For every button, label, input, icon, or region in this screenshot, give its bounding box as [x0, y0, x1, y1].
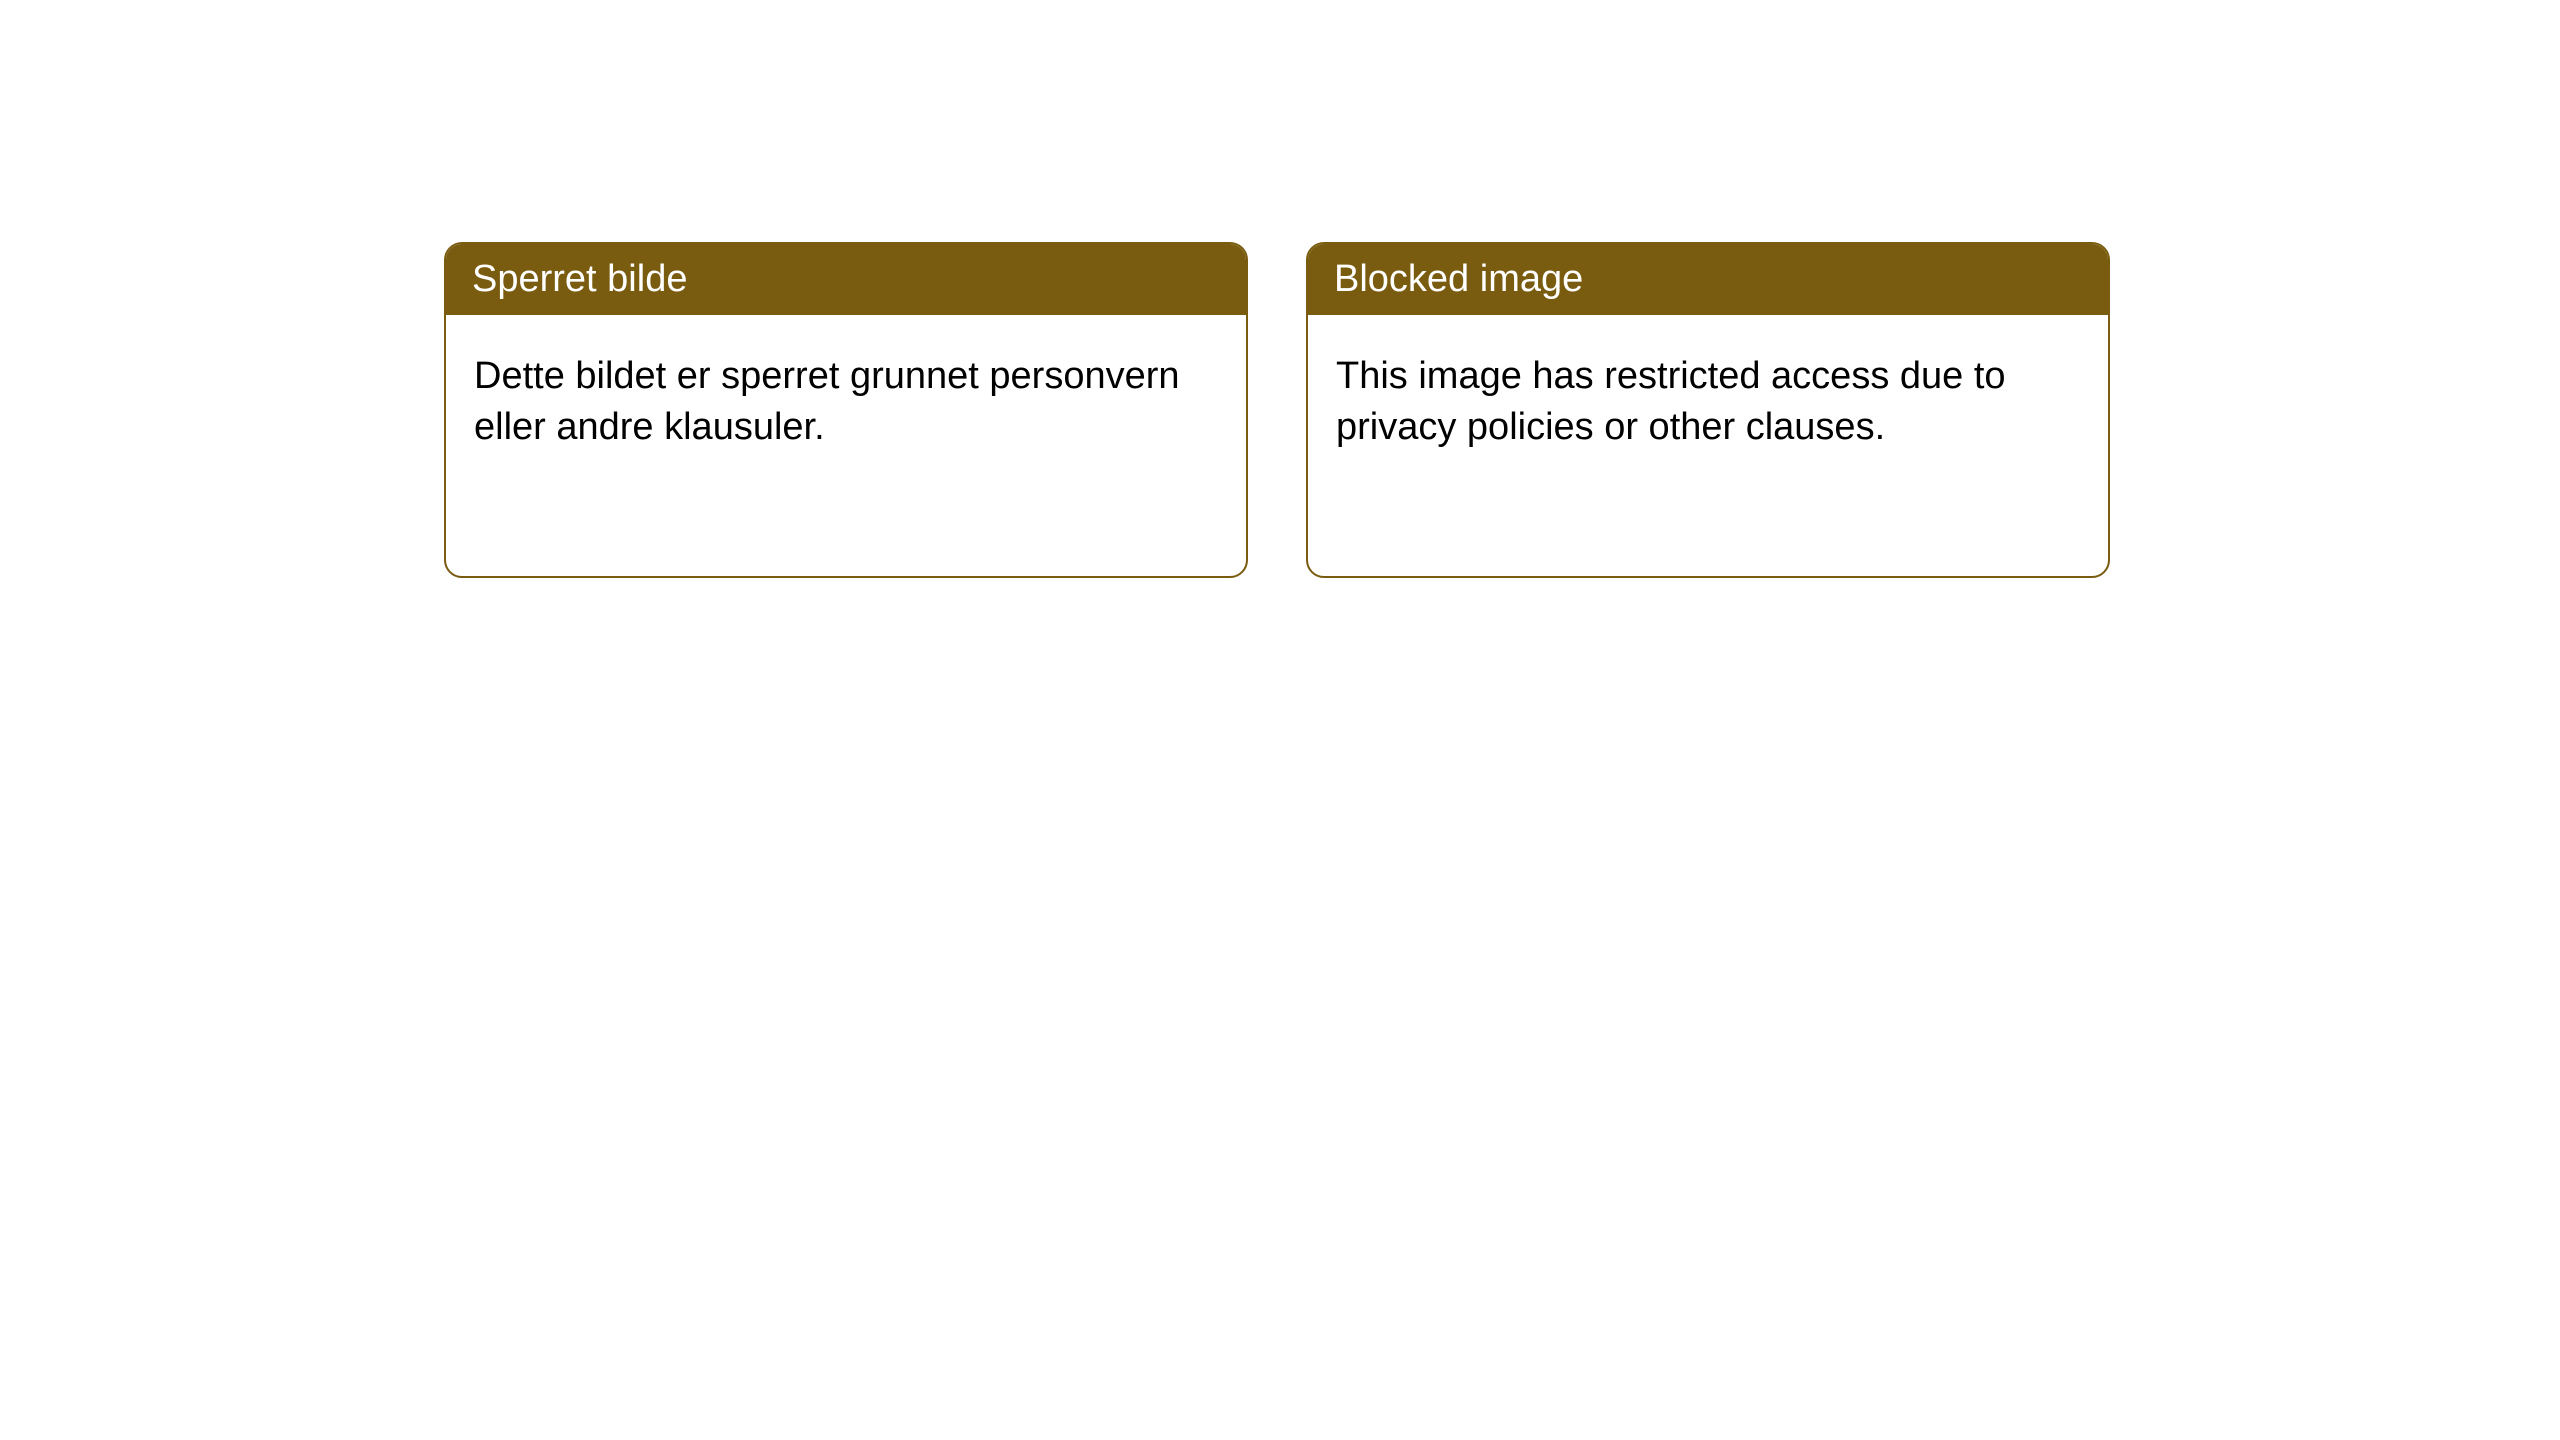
card-title: Sperret bilde: [472, 258, 687, 300]
card-message: Dette bildet er sperret grunnet personve…: [474, 355, 1180, 448]
card-message: This image has restricted access due to …: [1336, 355, 2006, 448]
card-header: Sperret bilde: [446, 244, 1246, 315]
card-body: Dette bildet er sperret grunnet personve…: [446, 315, 1246, 490]
card-header: Blocked image: [1308, 244, 2108, 315]
blocked-image-card-norwegian: Sperret bilde Dette bildet er sperret gr…: [444, 242, 1248, 578]
blocked-image-cards: Sperret bilde Dette bildet er sperret gr…: [444, 242, 2110, 578]
card-title: Blocked image: [1334, 258, 1583, 300]
card-body: This image has restricted access due to …: [1308, 315, 2108, 490]
blocked-image-card-english: Blocked image This image has restricted …: [1306, 242, 2110, 578]
